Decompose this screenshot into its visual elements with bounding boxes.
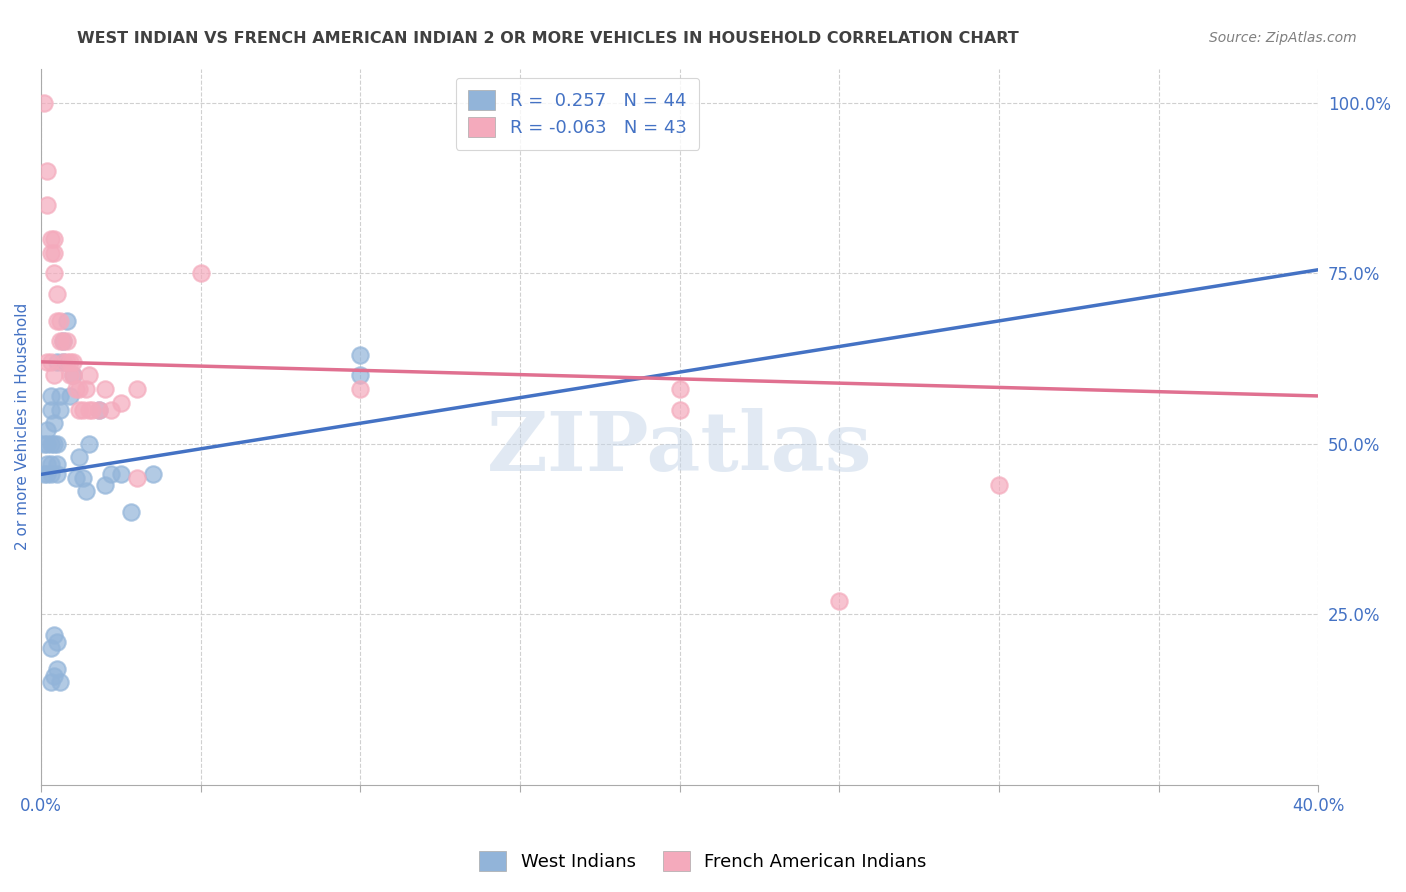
Point [77, 368, 100, 383]
Point [37, 423, 59, 437]
Point [46, 436, 69, 450]
Point [37, 355, 59, 369]
Point [62, 355, 84, 369]
Point [52, 355, 75, 369]
Point [87, 402, 110, 417]
Point [349, 348, 371, 362]
Point [39, 232, 62, 246]
Point [39, 245, 62, 260]
Point [100, 402, 122, 417]
Point [46, 355, 69, 369]
Point [77, 436, 100, 450]
Point [55, 334, 77, 349]
Point [46, 286, 69, 301]
Point [125, 382, 148, 396]
Point [190, 266, 212, 280]
Point [988, 477, 1011, 491]
Point [37, 436, 59, 450]
Point [120, 505, 142, 519]
Point [125, 471, 148, 485]
Point [39, 675, 62, 690]
Point [65, 471, 87, 485]
Point [349, 368, 371, 383]
Point [668, 402, 690, 417]
Point [62, 368, 84, 383]
Point [49, 314, 72, 328]
Point [668, 382, 690, 396]
Point [67, 382, 90, 396]
Text: Source: ZipAtlas.com: Source: ZipAtlas.com [1209, 31, 1357, 45]
Point [37, 164, 59, 178]
Point [42, 232, 65, 246]
Point [110, 396, 132, 410]
Point [46, 457, 69, 471]
Point [55, 314, 77, 328]
Point [65, 382, 87, 396]
Point [49, 402, 72, 417]
Point [94, 477, 117, 491]
Point [42, 245, 65, 260]
Point [142, 467, 165, 482]
Point [39, 355, 62, 369]
Point [67, 402, 90, 417]
Y-axis label: 2 or more Vehicles in Household: 2 or more Vehicles in Household [15, 303, 30, 550]
Point [37, 467, 59, 482]
Point [34, 436, 56, 450]
Point [828, 593, 851, 607]
Point [39, 467, 62, 482]
Point [62, 368, 84, 383]
Point [37, 198, 59, 212]
Point [46, 634, 69, 648]
Point [39, 389, 62, 403]
Point [39, 457, 62, 471]
Point [87, 402, 110, 417]
Point [42, 628, 65, 642]
Point [94, 382, 117, 396]
Point [349, 382, 371, 396]
Point [49, 389, 72, 403]
Point [34, 95, 56, 110]
Text: ZIPatlas: ZIPatlas [486, 409, 873, 488]
Point [72, 471, 94, 485]
Point [42, 368, 65, 383]
Point [37, 457, 59, 471]
Text: WEST INDIAN VS FRENCH AMERICAN INDIAN 2 OR MORE VEHICLES IN HOUSEHOLD CORRELATIO: WEST INDIAN VS FRENCH AMERICAN INDIAN 2 … [77, 31, 1019, 46]
Point [52, 334, 75, 349]
Point [42, 266, 65, 280]
Point [110, 467, 132, 482]
Point [52, 355, 75, 369]
Point [59, 355, 82, 369]
Point [46, 314, 69, 328]
Point [52, 334, 75, 349]
Point [100, 467, 122, 482]
Point [46, 662, 69, 676]
Legend: R =  0.257   N = 44, R = -0.063   N = 43: R = 0.257 N = 44, R = -0.063 N = 43 [456, 78, 699, 150]
Point [42, 436, 65, 450]
Point [49, 675, 72, 690]
Point [39, 436, 62, 450]
Point [46, 467, 69, 482]
Point [59, 389, 82, 403]
Point [77, 402, 100, 417]
Legend: West Indians, French American Indians: West Indians, French American Indians [472, 844, 934, 879]
Point [34, 467, 56, 482]
Point [39, 402, 62, 417]
Point [82, 402, 104, 417]
Point [59, 368, 82, 383]
Point [49, 334, 72, 349]
Point [42, 668, 65, 682]
Point [75, 382, 97, 396]
Point [55, 355, 77, 369]
Point [39, 641, 62, 656]
Point [42, 416, 65, 430]
Point [72, 402, 94, 417]
Point [75, 484, 97, 499]
Point [67, 450, 90, 465]
